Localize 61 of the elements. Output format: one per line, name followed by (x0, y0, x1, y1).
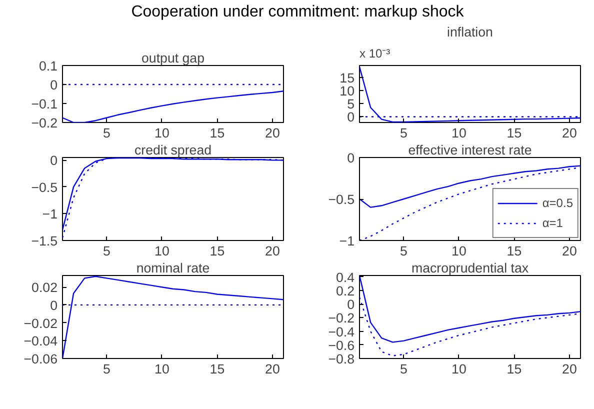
x-tick-label: 15 (210, 244, 225, 258)
chart-title: inflation (447, 24, 493, 40)
chart-title: effective interest rate (408, 142, 532, 158)
x-tick-label: 10 (452, 126, 466, 140)
x-tick-label: 20 (562, 244, 577, 258)
y-tick-label: −1 (339, 234, 355, 248)
x-tick-label: 5 (102, 126, 110, 140)
x-tick-label: 10 (154, 362, 170, 376)
chart-title: nominal rate (136, 260, 210, 276)
x-tick-label: 5 (400, 362, 408, 376)
y-tick-label: 0 (50, 153, 58, 168)
x-tick-label: 15 (506, 362, 522, 376)
y-tick-label: 0.2 (336, 283, 355, 298)
x-tick-label: 20 (265, 126, 280, 140)
chart-title: macroprudential tax (411, 260, 529, 276)
legend-label: α=0.5 (542, 196, 573, 210)
y-tick-label: −1.5 (31, 234, 58, 248)
x-tick-label: 15 (506, 126, 522, 140)
x-tick-label: 5 (102, 362, 110, 376)
y-tick-label: −0.02 (24, 316, 58, 331)
y-tick-label: 0 (347, 110, 355, 125)
x-tick-label: 5 (400, 126, 408, 140)
y-tick-label: −0.2 (31, 116, 58, 130)
x-tick-label: 20 (562, 362, 577, 376)
legend-label: α=1 (542, 216, 563, 230)
y-tick-label: 10 (340, 83, 355, 98)
x-tick-label: 20 (265, 362, 280, 376)
y-tick-label: −0.2 (328, 310, 354, 326)
x-tick-label: 15 (210, 362, 225, 376)
x-tick-label: 15 (210, 126, 225, 140)
x-tick-label: 10 (452, 362, 466, 376)
y-tick-label: −0.6 (328, 338, 354, 353)
y-tick-label: 5 (347, 96, 355, 112)
y-tick-label: 0.4 (336, 270, 356, 285)
x-tick-label: 20 (562, 126, 577, 140)
y-tick-label: −0.04 (24, 334, 58, 349)
y-tick-label: 0.02 (32, 280, 58, 296)
text: Cooperation under commitment: markup shock (131, 3, 465, 20)
x-tick-label: 15 (506, 244, 522, 258)
chart-title: output gap (142, 50, 204, 66)
y-tick-label: 0 (50, 298, 58, 313)
x-tick-label: 10 (154, 244, 170, 258)
y-tick-label: 0 (50, 78, 58, 92)
y-tick-label: 0 (347, 297, 355, 312)
y-tick-label: −0.5 (31, 180, 58, 195)
y-tick-label: −0.5 (328, 192, 354, 207)
y-tick-label: −0.4 (328, 324, 356, 340)
y-tick-label: −0.06 (24, 352, 58, 366)
y-tick-label: 0 (347, 150, 355, 166)
y-tick-label: −1 (42, 206, 58, 222)
y-tick-label: −0.1 (31, 96, 58, 112)
y-tick-label: 15 (340, 70, 355, 86)
y-tick-label: −0.8 (328, 352, 354, 366)
y-tick-label: 0.1 (38, 58, 58, 74)
x-tick-label: 10 (154, 126, 170, 140)
x-tick-label: 20 (265, 244, 280, 258)
x-tick-label: 5 (102, 244, 110, 258)
text: x 10⁻³ (360, 46, 390, 60)
chart-title: credit spread (134, 142, 212, 158)
x-tick-label: 5 (400, 244, 408, 258)
x-tick-label: 10 (452, 244, 466, 258)
